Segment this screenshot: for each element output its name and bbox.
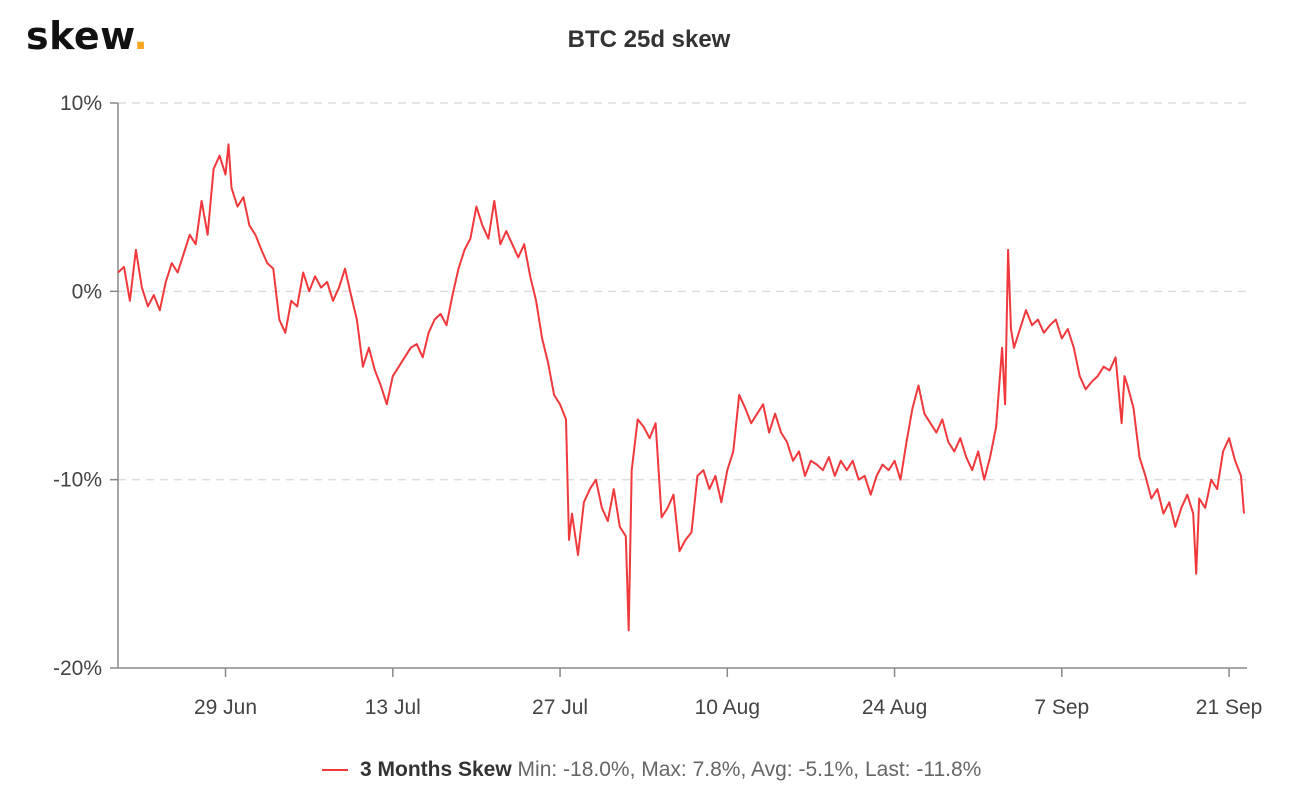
- y-tick-label: 10%: [60, 92, 102, 115]
- gridlines: [118, 102, 1247, 481]
- y-axis-ticks: 10% 0% -10% -20%: [53, 92, 118, 680]
- y-tick-label: 0%: [72, 280, 102, 303]
- y-tick-label: -20%: [53, 657, 102, 680]
- logo-text: skew: [26, 14, 134, 58]
- x-tick-label: 10 Aug: [695, 696, 760, 719]
- legend[interactable]: 3 Months Skew Min: -18.0%, Max: 7.8%, Av…: [322, 758, 981, 782]
- logo-dot: .: [133, 14, 149, 58]
- x-tick-label: 29 Jun: [194, 696, 257, 719]
- legend-series-name: 3 Months Skew: [360, 758, 512, 781]
- skew-logo: skew.: [26, 14, 148, 58]
- series-layer: [117, 143, 1245, 632]
- series-line-3-months-skew: [117, 143, 1245, 632]
- x-tick-label: 7 Sep: [1034, 696, 1089, 719]
- x-tick-label: 13 Jul: [365, 696, 421, 719]
- axes: [117, 103, 1247, 669]
- legend-stats: Min: -18.0%, Max: 7.8%, Avg: -5.1%, Last…: [517, 758, 982, 781]
- y-tick-label: -10%: [53, 469, 102, 492]
- x-tick-label: 21 Sep: [1196, 696, 1263, 719]
- x-tick-label: 24 Aug: [862, 696, 927, 719]
- chart-title: BTC 25d skew: [567, 26, 731, 53]
- x-axis-ticks: 29 Jun 13 Jul 27 Jul 10 Aug 24 Aug 7 Sep 21 Se…: [194, 668, 1262, 719]
- x-tick-label: 27 Jul: [532, 696, 588, 719]
- legend-swatch: [322, 769, 348, 772]
